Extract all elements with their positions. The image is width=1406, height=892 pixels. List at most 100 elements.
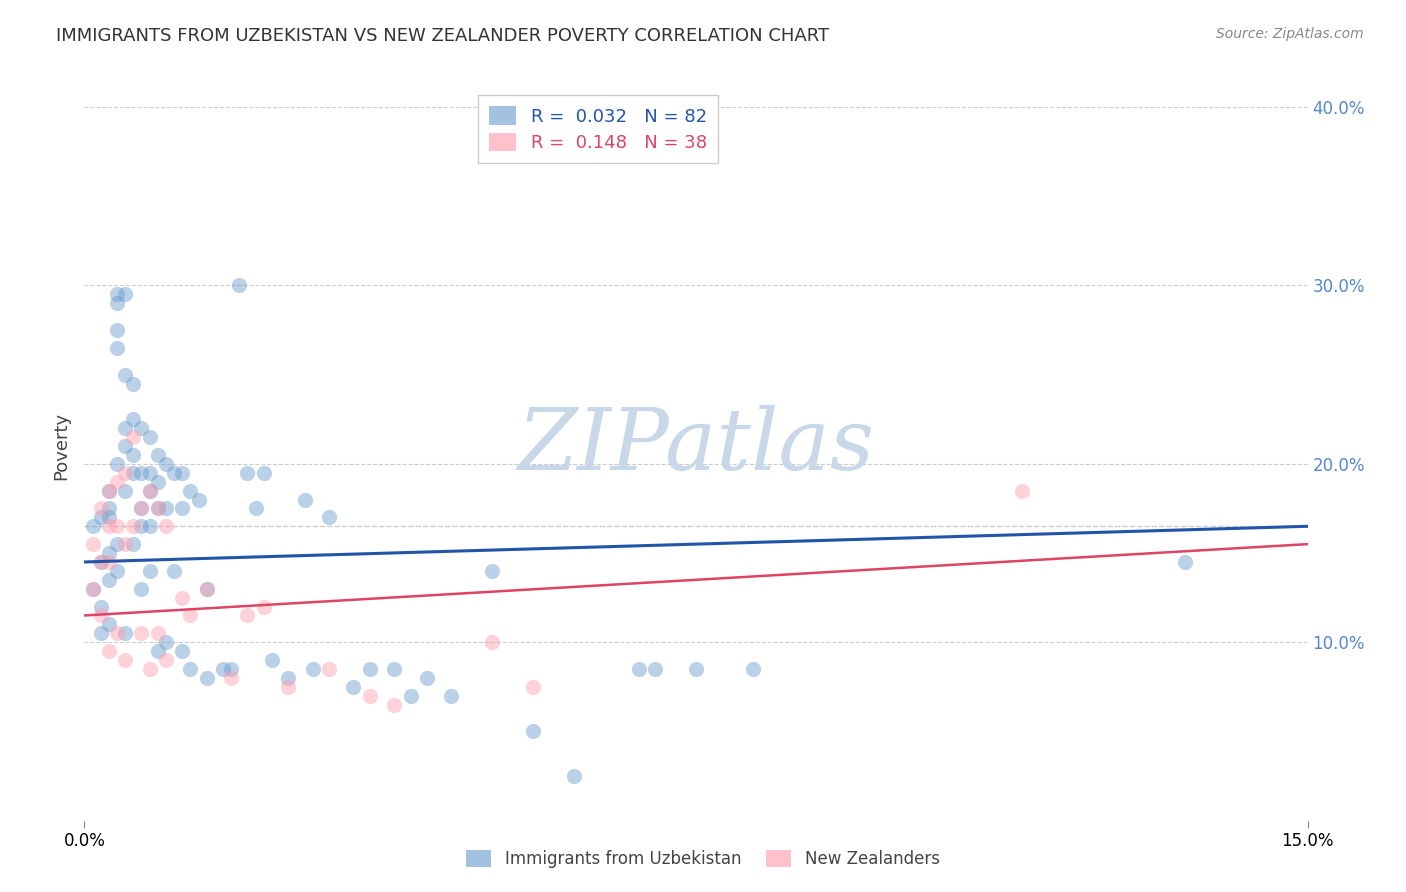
Point [685, 662, 707, 676]
Point [90, 626, 112, 640]
Point [253, 599, 276, 614]
Point [163, 564, 186, 578]
Point [122, 430, 145, 444]
Point [277, 671, 299, 685]
Point [97, 519, 120, 533]
Point [131, 626, 153, 640]
Point [105, 323, 128, 337]
Point [97, 555, 120, 569]
Point [122, 537, 145, 551]
Point [97, 501, 120, 516]
Legend: Immigrants from Uzbekistan, New Zealanders: Immigrants from Uzbekistan, New Zealande… [460, 843, 946, 875]
Point [97, 546, 120, 560]
Point [219, 671, 242, 685]
Point [122, 519, 145, 533]
Point [294, 492, 316, 507]
Point [562, 769, 585, 783]
Point [481, 564, 503, 578]
Point [301, 662, 323, 676]
Point [122, 376, 145, 391]
Point [219, 662, 242, 676]
Point [105, 341, 128, 355]
Point [114, 537, 136, 551]
Point [260, 653, 283, 667]
Point [114, 368, 136, 382]
Point [131, 501, 153, 516]
Point [155, 653, 177, 667]
Point [155, 635, 177, 649]
Point [416, 671, 439, 685]
Point [146, 448, 169, 462]
Point [1011, 483, 1033, 498]
Point [187, 492, 209, 507]
Point [318, 662, 340, 676]
Point [522, 724, 544, 739]
Point [179, 608, 201, 623]
Point [236, 466, 259, 480]
Point [138, 483, 160, 498]
Point [114, 626, 136, 640]
Point [114, 439, 136, 453]
Point [82, 582, 104, 596]
Point [114, 466, 136, 480]
Point [172, 466, 194, 480]
Point [105, 537, 128, 551]
Text: Source: ZipAtlas.com: Source: ZipAtlas.com [1216, 27, 1364, 41]
Point [90, 501, 112, 516]
Point [172, 644, 194, 658]
Point [179, 662, 201, 676]
Point [155, 501, 177, 516]
Point [82, 519, 104, 533]
Point [131, 519, 153, 533]
Point [105, 519, 128, 533]
Point [359, 662, 381, 676]
Point [90, 555, 112, 569]
Point [97, 510, 120, 524]
Point [399, 689, 422, 703]
Point [342, 680, 364, 694]
Point [155, 519, 177, 533]
Point [122, 412, 145, 426]
Point [105, 564, 128, 578]
Point [97, 483, 120, 498]
Point [82, 537, 104, 551]
Point [146, 501, 169, 516]
Point [359, 689, 381, 703]
Point [277, 680, 299, 694]
Point [146, 644, 169, 658]
Point [146, 475, 169, 489]
Point [742, 662, 765, 676]
Point [212, 662, 235, 676]
Point [138, 483, 160, 498]
Point [627, 662, 650, 676]
Point [122, 448, 145, 462]
Point [236, 608, 259, 623]
Point [440, 689, 463, 703]
Point [138, 466, 160, 480]
Point [105, 626, 128, 640]
Text: ZIPatlas: ZIPatlas [517, 405, 875, 487]
Point [1174, 555, 1197, 569]
Point [382, 698, 405, 712]
Point [131, 582, 153, 596]
Point [146, 626, 169, 640]
Point [90, 510, 112, 524]
Point [245, 501, 267, 516]
Point [97, 573, 120, 587]
Text: IMMIGRANTS FROM UZBEKISTAN VS NEW ZEALANDER POVERTY CORRELATION CHART: IMMIGRANTS FROM UZBEKISTAN VS NEW ZEALAN… [56, 27, 830, 45]
Point [253, 466, 276, 480]
Point [105, 296, 128, 310]
Point [195, 671, 218, 685]
Point [163, 466, 186, 480]
Legend: R =  0.032   N = 82, R =  0.148   N = 38: R = 0.032 N = 82, R = 0.148 N = 38 [478, 95, 718, 163]
Point [105, 475, 128, 489]
Point [179, 483, 201, 498]
Point [195, 582, 218, 596]
Point [382, 662, 405, 676]
Point [97, 644, 120, 658]
Point [131, 501, 153, 516]
Point [228, 278, 250, 293]
Point [481, 635, 503, 649]
Point [138, 430, 160, 444]
Point [138, 564, 160, 578]
